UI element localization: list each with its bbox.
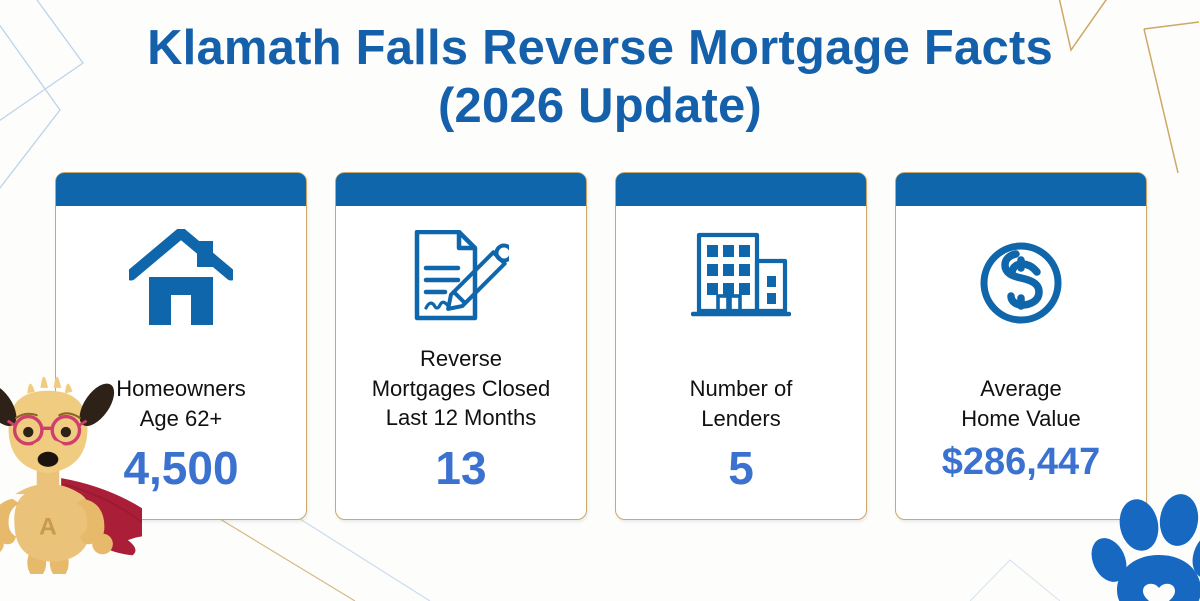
svg-text:A: A [39,514,57,541]
